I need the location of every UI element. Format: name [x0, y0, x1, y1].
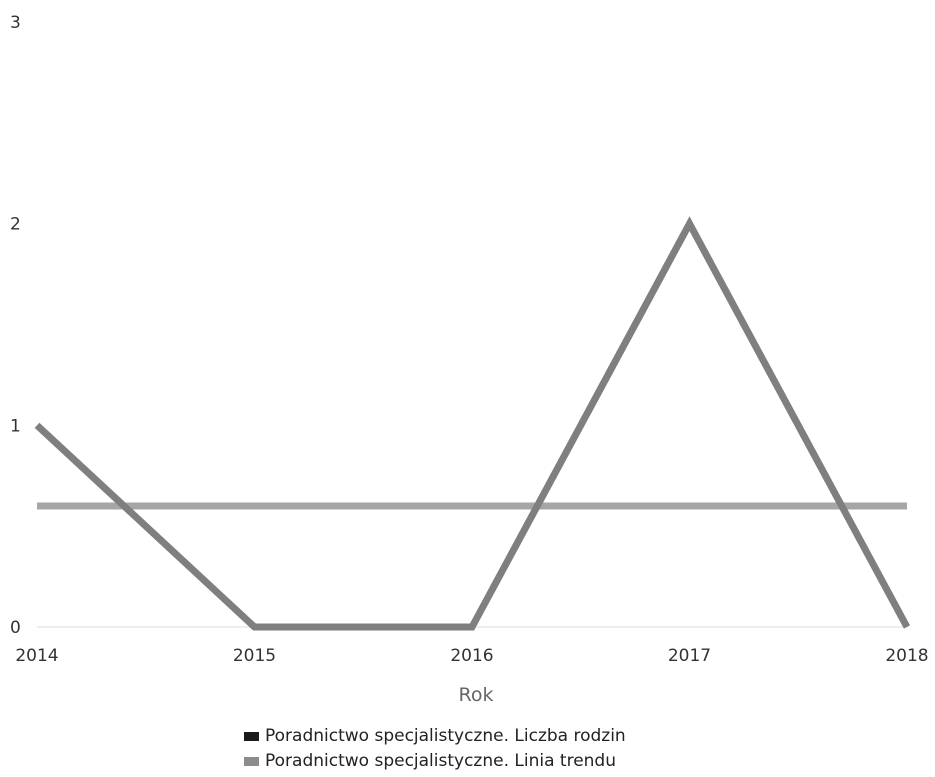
y-tick-label: 2 — [10, 215, 21, 235]
legend: Poradnictwo specjalistyczne. Liczba rodz… — [244, 726, 626, 771]
x-tick-label: 2014 — [15, 646, 58, 666]
x-tick-label: 2016 — [450, 646, 493, 666]
x-tick-label: 2017 — [668, 646, 711, 666]
x-axis-ticks: 2014 2015 2016 2017 2018 — [15, 646, 928, 666]
legend-swatch — [244, 732, 259, 741]
y-tick-label: 0 — [10, 618, 21, 638]
y-tick-label: 3 — [10, 13, 21, 33]
legend-swatch — [244, 757, 259, 766]
legend-entry-label: Poradnictwo specjalistyczne. Linia trend… — [265, 751, 616, 771]
legend-entry-label: Poradnictwo specjalistyczne. Liczba rodz… — [265, 726, 626, 746]
x-tick-label: 2015 — [233, 646, 276, 666]
y-tick-label: 1 — [10, 416, 21, 436]
x-tick-label: 2018 — [885, 646, 928, 666]
series-lines — [34, 216, 911, 631]
x-axis-label: Rok — [459, 684, 494, 706]
y-axis-ticks: 0 1 2 3 — [10, 13, 21, 638]
series-line-0 — [34, 216, 911, 631]
